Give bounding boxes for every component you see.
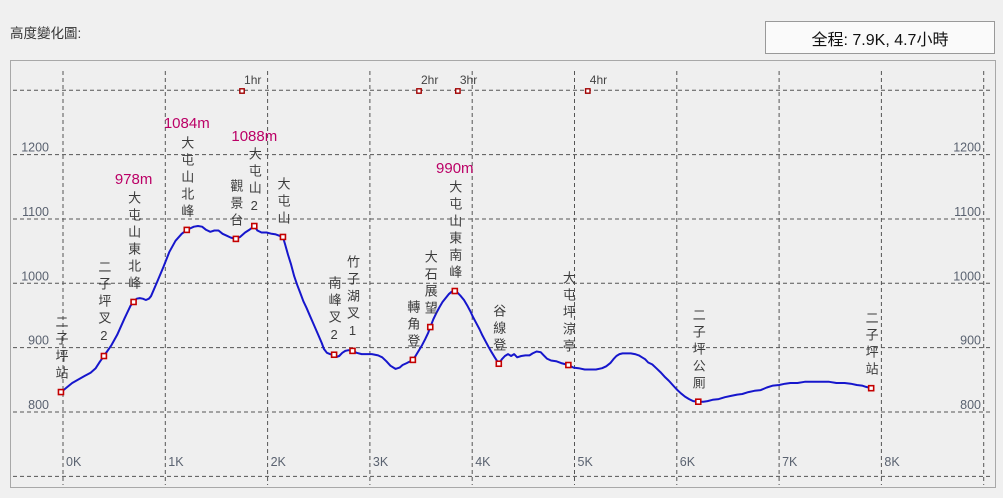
time-marker <box>584 88 591 94</box>
waypoint-marker <box>495 360 503 368</box>
time-marker <box>416 88 422 94</box>
waypoint-marker <box>232 235 240 243</box>
time-label: 4hr <box>590 73 607 87</box>
y-tick-label-right: 1200 <box>953 141 981 155</box>
y-tick-label-left: 800 <box>28 398 49 412</box>
y-tick-label-left: 1100 <box>22 205 49 219</box>
y-tick-label-right: 900 <box>960 334 981 348</box>
waypoint-marker <box>426 323 434 331</box>
time-marker <box>239 88 245 94</box>
x-tick-label: 8K <box>884 455 900 469</box>
x-tick-label: 0K <box>66 455 82 469</box>
waypoint-marker <box>330 351 338 359</box>
waypoint-marker <box>451 287 459 295</box>
x-tick-label: 6K <box>680 455 696 469</box>
y-tick-label-right: 1000 <box>953 269 981 283</box>
waypoint-marker <box>349 347 356 355</box>
y-tick-label-left: 1200 <box>21 141 49 155</box>
waypoint-marker <box>183 226 191 234</box>
y-tick-label-right: 800 <box>960 398 981 412</box>
time-label: 3hr <box>460 73 477 87</box>
time-marker <box>454 88 461 94</box>
y-tick-label-left: 900 <box>28 334 49 348</box>
waypoint-marker <box>57 388 65 396</box>
waypoint-marker <box>694 398 702 406</box>
trip-summary-box: 全程: 7.9K, 4.7小時 <box>765 21 995 54</box>
waypoint-marker <box>409 356 417 364</box>
time-label: 2hr <box>421 73 438 87</box>
elevation-chart-svg: 0K 1K 2K 3K 4K 5K 6K 7K 8K 800 800 900 900 1000 1000 11… <box>13 71 990 485</box>
waypoint-marker <box>100 352 108 360</box>
waypoint-marker <box>251 222 258 230</box>
x-tick-label: 3K <box>373 455 389 469</box>
trip-summary-text: 全程: 7.9K, 4.7小時 <box>811 31 949 49</box>
x-tick-label: 4K <box>475 455 491 469</box>
x-tick-label: 5K <box>578 455 594 469</box>
waypoint-marker <box>130 298 137 306</box>
waypoint-marker <box>867 384 875 392</box>
x-tick-label: 1K <box>168 455 184 469</box>
waypoint-marker <box>279 233 287 241</box>
elevation-chart: 0K 1K 2K 3K 4K 5K 6K 7K 8K 800 800 900 900 1000 1000 11… <box>10 60 996 488</box>
waypoint-marker <box>565 361 572 369</box>
page-title: 高度變化圖: <box>10 26 82 41</box>
x-tick-label: 2K <box>271 455 287 469</box>
y-tick-label-left: 1000 <box>21 269 49 283</box>
elevation-line <box>60 225 873 403</box>
time-label: 1hr <box>244 73 261 87</box>
x-tick-label: 7K <box>782 455 798 469</box>
y-tick-label-right: 1100 <box>954 205 981 219</box>
